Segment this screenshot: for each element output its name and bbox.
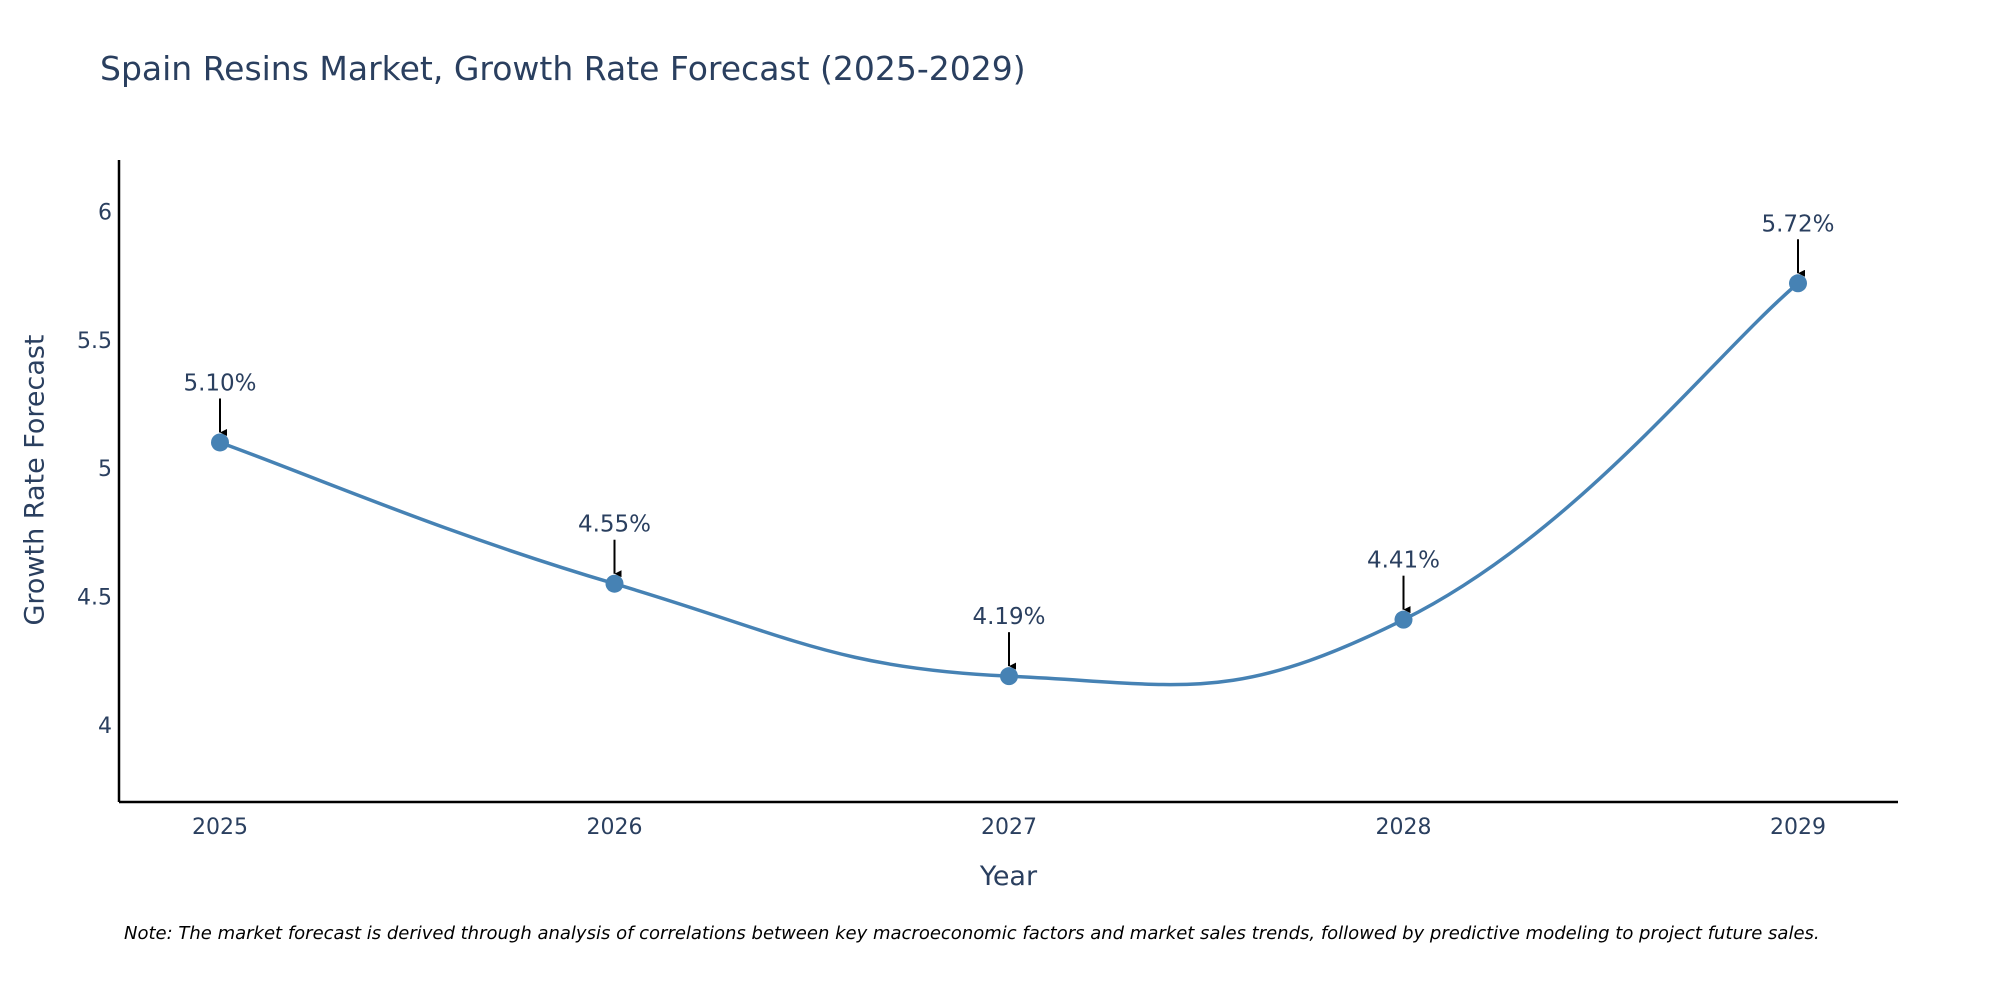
data-points	[211, 274, 1807, 686]
y-tick-label: 5	[98, 457, 112, 482]
y-axis-title: Growth Rate Forecast	[19, 334, 50, 625]
x-axis-ticks: 2025 2026 2027 2028 2029	[192, 815, 1826, 840]
data-point	[211, 433, 229, 452]
x-tick-label: 2025	[192, 815, 248, 840]
x-tick-label: 2027	[981, 815, 1037, 840]
data-label: 4.55%	[578, 512, 651, 538]
y-tick-label: 6	[98, 200, 112, 225]
data-label: 4.41%	[1367, 548, 1440, 574]
x-tick-label: 2029	[1770, 815, 1826, 840]
data-label: 5.72%	[1761, 211, 1834, 237]
data-label-annotations: 5.10% 4.55% 4.19% 4.41% 5.72%	[183, 211, 1835, 670]
x-axis-title: Year	[979, 861, 1038, 892]
chart-note: Note: The market forecast is derived thr…	[124, 923, 1820, 944]
y-tick-label: 4	[98, 714, 112, 739]
data-point	[1000, 667, 1018, 686]
data-label: 5.10%	[183, 370, 256, 396]
y-tick-label: 5.5	[77, 329, 112, 354]
y-axis-ticks: 4 4.5 5 5.5 6	[77, 200, 112, 739]
y-tick-label: 4.5	[77, 586, 112, 611]
data-point	[1394, 610, 1413, 629]
x-tick-label: 2026	[587, 815, 643, 840]
series-line	[218, 281, 1800, 687]
data-point	[1789, 274, 1807, 293]
data-point	[605, 574, 624, 593]
data-label: 4.19%	[972, 604, 1045, 630]
x-tick-label: 2028	[1376, 815, 1432, 840]
chart-title: Spain Resins Market, Growth Rate Forecas…	[100, 49, 1026, 88]
